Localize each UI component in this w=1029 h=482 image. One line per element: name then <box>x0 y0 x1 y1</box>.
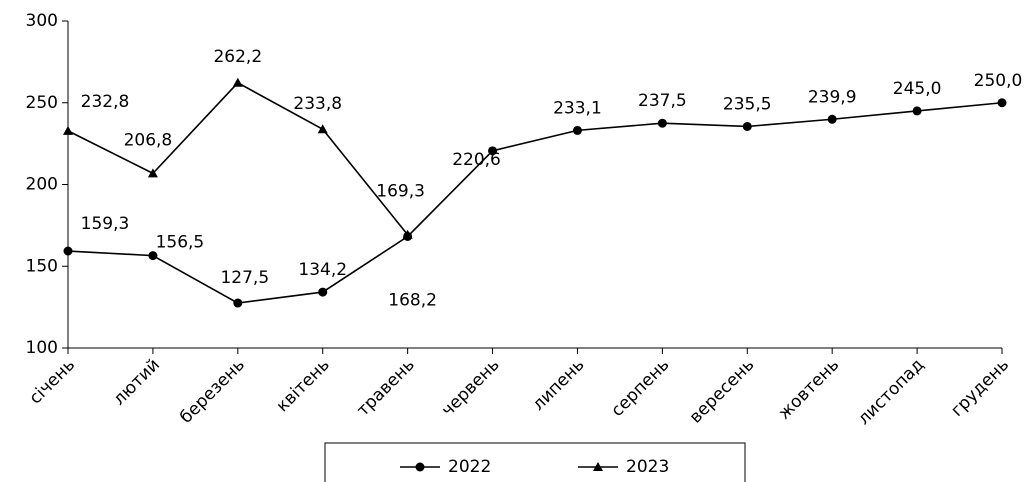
y-tick-label: 150 <box>26 256 58 276</box>
data-point <box>317 124 328 134</box>
y-tick-label: 250 <box>26 93 58 113</box>
data-label: 245,0 <box>893 79 942 99</box>
data-label: 159,3 <box>81 214 130 234</box>
data-label: 168,2 <box>388 290 437 310</box>
y-tick-label: 100 <box>26 338 58 358</box>
data-point <box>912 106 922 116</box>
data-point <box>148 251 158 261</box>
data-label: 239,9 <box>808 87 857 107</box>
data-label: 220,6 <box>452 150 501 170</box>
data-point <box>572 125 582 135</box>
legend-label: 2023 <box>626 457 669 477</box>
data-point <box>488 146 498 156</box>
data-label: 237,5 <box>638 91 687 111</box>
x-tick-label: червень <box>438 355 504 421</box>
x-tick-label: липень <box>529 355 589 415</box>
data-point <box>232 77 243 87</box>
data-label: 235,5 <box>723 94 772 114</box>
x-tick-label: серпень <box>607 355 673 421</box>
x-tick-label: лютий <box>109 355 164 410</box>
data-point <box>657 118 667 128</box>
data-point <box>742 121 752 131</box>
y-tick-label: 300 <box>26 11 58 31</box>
legend-marker <box>593 462 603 471</box>
data-label: 206,8 <box>124 130 173 150</box>
data-label: 250,0 <box>974 71 1023 91</box>
data-label: 233,1 <box>553 98 602 118</box>
data-point <box>63 125 73 135</box>
y-tick-label: 200 <box>26 175 58 195</box>
legend-marker <box>415 462 425 472</box>
data-label: 262,2 <box>213 47 262 67</box>
data-point <box>827 114 837 124</box>
data-point <box>63 246 73 256</box>
data-point <box>318 287 328 297</box>
data-label: 232,8 <box>81 92 130 112</box>
x-tick-label: листопад <box>854 355 928 429</box>
x-tick-label: жовтень <box>774 355 843 424</box>
data-label: 169,3 <box>376 182 425 202</box>
data-label: 134,2 <box>298 260 347 280</box>
data-label: 156,5 <box>156 233 205 253</box>
x-tick-label: квітень <box>273 355 334 416</box>
data-label: 127,5 <box>220 268 269 288</box>
legend-label: 2022 <box>448 457 491 477</box>
data-label: 233,8 <box>293 94 342 114</box>
series-line <box>67 101 1003 304</box>
data-point <box>147 168 158 178</box>
x-tick-label: грудень <box>947 355 1013 421</box>
x-tick-label: травень <box>353 355 419 421</box>
data-point <box>997 98 1007 108</box>
legend-box <box>324 442 746 482</box>
data-point <box>233 298 243 308</box>
x-tick-label: березень <box>176 355 249 428</box>
x-tick-label: січень <box>26 355 80 409</box>
x-tick-label: вересень <box>686 355 759 428</box>
data-point <box>402 229 413 239</box>
